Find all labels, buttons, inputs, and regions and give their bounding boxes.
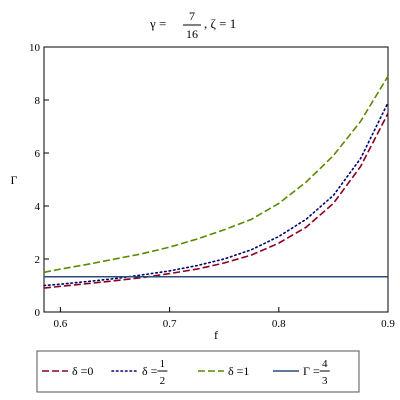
legend-box bbox=[36, 350, 360, 393]
title-gamma-prefix: γ = bbox=[149, 16, 166, 31]
x-tick-label: 0.9 bbox=[381, 318, 395, 330]
series-line-0 bbox=[43, 112, 389, 289]
axis-ticks: 0.6 0.7 0.8 0.9 0 2 4 6 8 10 bbox=[29, 42, 395, 330]
series-layer bbox=[43, 75, 389, 289]
y-tick-label: 6 bbox=[35, 148, 41, 160]
legend-label-2: δ = bbox=[228, 364, 244, 378]
series-line-2 bbox=[43, 75, 389, 274]
legend-label-1: δ = bbox=[142, 364, 158, 378]
plot-frame bbox=[43, 46, 389, 313]
y-tick-label: 10 bbox=[29, 42, 41, 54]
title-gamma-numerator: 7 bbox=[189, 9, 195, 23]
series-line-1 bbox=[43, 101, 389, 287]
legend-label-3: Γ = bbox=[303, 364, 320, 378]
y-tick-label: 2 bbox=[35, 254, 41, 266]
legend-denominator-1: 2 bbox=[160, 375, 166, 387]
legend-value-0: 0 bbox=[87, 364, 93, 378]
x-tick-label: 0.6 bbox=[54, 318, 68, 330]
x-tick-label: 0.7 bbox=[163, 318, 177, 330]
title-zeta: , ζ = 1 bbox=[204, 16, 236, 31]
legend-label-0: δ = bbox=[72, 364, 88, 378]
y-tick-label: 8 bbox=[35, 95, 41, 107]
x-axis-label: f bbox=[214, 328, 218, 342]
legend-value-2: 1 bbox=[243, 364, 249, 378]
chart-title: γ = 7 16 , ζ = 1 bbox=[149, 9, 236, 41]
legend-numerator-3: 4 bbox=[322, 358, 328, 370]
legend-denominator-3: 3 bbox=[322, 375, 328, 387]
y-tick-label: 4 bbox=[35, 201, 41, 213]
y-axis-label: Γ bbox=[11, 173, 18, 187]
x-tick-label: 0.8 bbox=[272, 318, 286, 330]
legend-numerator-1: 1 bbox=[160, 358, 166, 370]
y-tick-label: 0 bbox=[35, 307, 41, 319]
title-gamma-denominator: 16 bbox=[186, 27, 198, 41]
